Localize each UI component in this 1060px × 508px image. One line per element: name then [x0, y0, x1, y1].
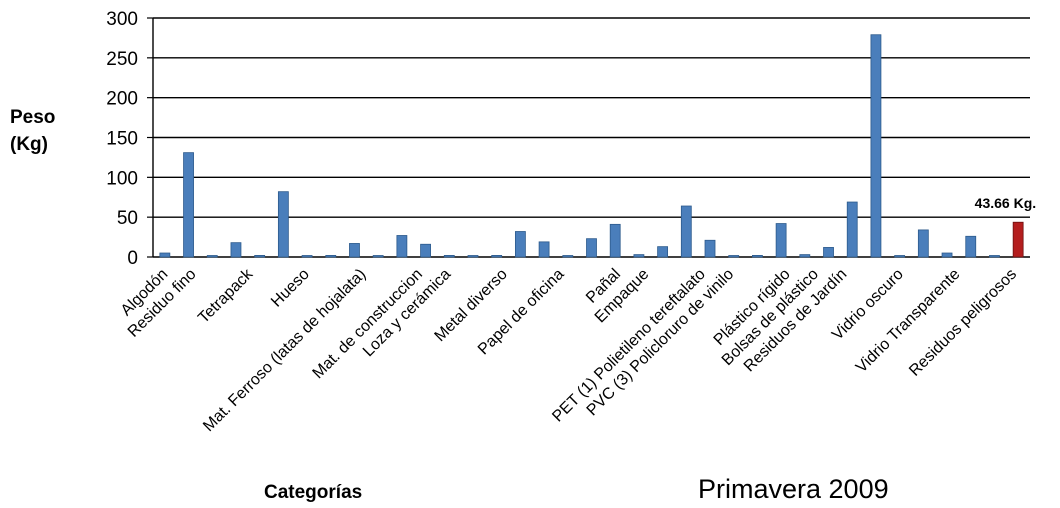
bar — [799, 254, 811, 258]
x-tick-label: Tetrapack — [195, 265, 257, 327]
bar — [514, 231, 526, 258]
bar — [728, 255, 740, 258]
bar — [301, 255, 313, 258]
bar — [1012, 221, 1024, 258]
bar — [420, 243, 431, 258]
bar — [870, 34, 882, 258]
bar — [609, 223, 621, 258]
bar — [230, 242, 242, 258]
y-tick-label: 50 — [117, 208, 138, 229]
bar — [562, 255, 574, 258]
bar — [277, 191, 289, 258]
y-tick-label: 0 — [127, 248, 138, 269]
bars — [159, 34, 1024, 258]
x-axis-title: Categorías — [264, 482, 362, 503]
bar — [586, 238, 597, 258]
x-tick-label: Mat. de construccion — [310, 266, 426, 382]
y-tick-label: 200 — [106, 89, 138, 110]
annotation-label: 43.66 Kg. — [975, 195, 1036, 211]
bar — [159, 252, 171, 258]
bar — [372, 255, 384, 258]
bar — [680, 205, 692, 258]
y-tick-label: 100 — [106, 168, 138, 189]
bar — [752, 255, 763, 258]
x-tick-label: Residuos peligrosos — [906, 266, 1020, 380]
bar — [467, 255, 479, 258]
x-tick-label: Hueso — [268, 266, 313, 311]
bar — [775, 223, 787, 258]
bar — [965, 235, 977, 258]
bar — [538, 241, 550, 258]
y-tick-label: 300 — [106, 9, 138, 30]
bar — [941, 252, 953, 258]
bar — [206, 255, 218, 258]
bar — [823, 247, 834, 258]
y-axis-title-line1: Peso — [10, 107, 55, 128]
bar — [254, 255, 266, 258]
x-tick-label: Vidrio Transparente — [853, 266, 964, 377]
gridlines — [153, 17, 1030, 218]
bar — [491, 255, 503, 258]
bar — [325, 255, 337, 258]
bar — [396, 235, 408, 258]
bar — [917, 229, 929, 258]
bar — [657, 246, 669, 258]
bar — [633, 254, 645, 258]
y-axis-title-line2: (Kg) — [10, 134, 48, 155]
chart-subtitle: Primavera 2009 — [698, 474, 889, 504]
bar — [989, 255, 1000, 258]
bar — [704, 239, 716, 258]
bar — [846, 201, 858, 258]
bar — [443, 255, 455, 258]
bar — [183, 152, 194, 258]
y-axis: 0 50 100 150 200 250 300 — [106, 9, 1030, 269]
y-tick-label: 250 — [106, 49, 138, 70]
bar — [349, 243, 360, 258]
y-tick-label: 150 — [106, 129, 138, 150]
bar — [894, 255, 906, 258]
